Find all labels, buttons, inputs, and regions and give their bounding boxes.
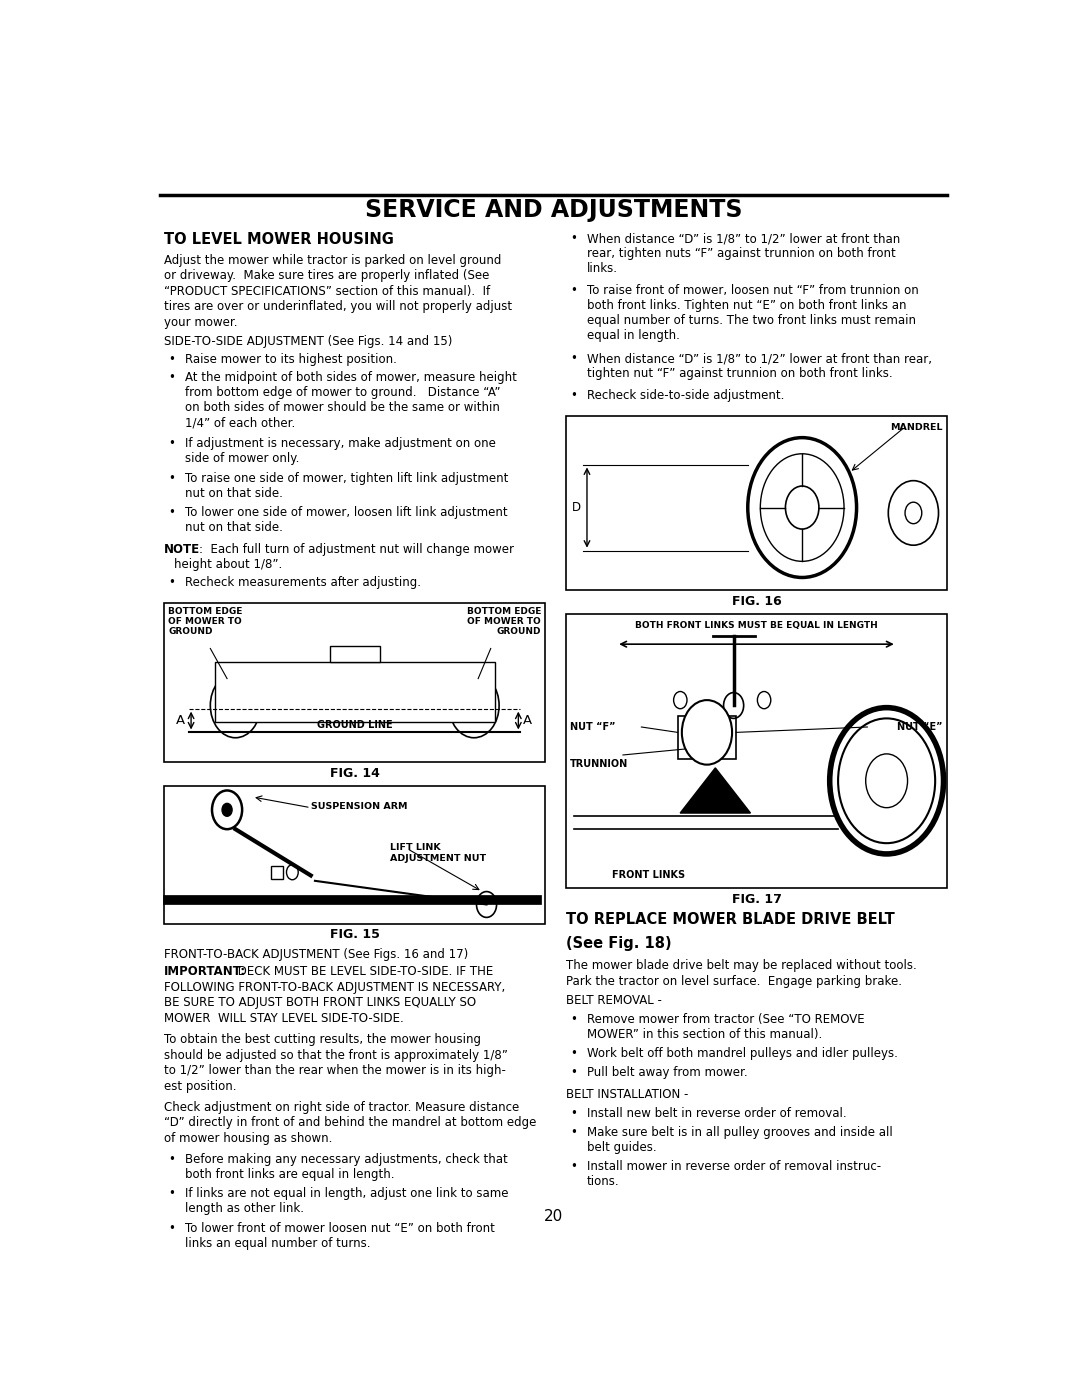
Text: At the midpoint of both sides of mower, measure height
from bottom edge of mower: At the midpoint of both sides of mower, … [186, 372, 517, 429]
Text: Before making any necessary adjustments, check that
both front links are equal i: Before making any necessary adjustments,… [186, 1153, 508, 1180]
Text: LIFT LINK
ADJUSTMENT NUT: LIFT LINK ADJUSTMENT NUT [390, 844, 486, 862]
Text: Pull belt away from mower.: Pull belt away from mower. [588, 1066, 747, 1078]
Text: height about 1/8”.: height about 1/8”. [174, 559, 283, 571]
Bar [329, 647, 380, 662]
Text: To lower one side of mower, loosen lift link adjustment
nut on that side.: To lower one side of mower, loosen lift … [186, 506, 508, 534]
Text: SIDE-TO-SIDE ADJUSTMENT (See Figs. 14 and 15): SIDE-TO-SIDE ADJUSTMENT (See Figs. 14 an… [164, 335, 453, 348]
Text: If links are not equal in length, adjust one link to same
length as other link.: If links are not equal in length, adjust… [186, 1187, 509, 1215]
Text: •: • [168, 1222, 175, 1235]
Text: Adjust the mower while tractor is parked on level ground: Adjust the mower while tractor is parked… [164, 254, 502, 267]
Text: Recheck measurements after adjusting.: Recheck measurements after adjusting. [186, 576, 421, 590]
Text: When distance “D” is 1/8” to 1/2” lower at front than
rear, tighten nuts “F” aga: When distance “D” is 1/8” to 1/2” lower … [588, 232, 901, 275]
Text: FRONT LINKS: FRONT LINKS [612, 870, 685, 880]
Text: •: • [570, 1106, 577, 1120]
Text: BOTH FRONT LINKS MUST BE EQUAL IN LENGTH: BOTH FRONT LINKS MUST BE EQUAL IN LENGTH [635, 620, 878, 630]
Text: Park the tractor on level surface.  Engage parking brake.: Park the tractor on level surface. Engag… [566, 975, 902, 988]
Text: •: • [168, 1153, 175, 1166]
Text: BOTTOM EDGE
OF MOWER TO
GROUND: BOTTOM EDGE OF MOWER TO GROUND [467, 606, 541, 636]
Text: Make sure belt is in all pulley grooves and inside all
belt guides.: Make sure belt is in all pulley grooves … [588, 1126, 893, 1154]
Text: To obtain the best cutting results, the mower housing: To obtain the best cutting results, the … [164, 1032, 482, 1046]
Text: The mower blade drive belt may be replaced without tools.: The mower blade drive belt may be replac… [566, 960, 917, 972]
Text: SUSPENSION ARM: SUSPENSION ARM [311, 802, 407, 812]
Bar [566, 615, 947, 888]
Text: should be adjusted so that the front is approximately 1/8”: should be adjusted so that the front is … [164, 1049, 509, 1062]
Text: •: • [570, 352, 577, 365]
Text: to 1/2” lower than the rear when the mower is in its high-: to 1/2” lower than the rear when the mow… [164, 1065, 507, 1077]
Text: NUT “E”: NUT “E” [897, 722, 943, 732]
Text: FIG. 16: FIG. 16 [731, 595, 781, 608]
Text: Install new belt in reverse order of removal.: Install new belt in reverse order of rem… [588, 1106, 847, 1120]
Text: or driveway.  Make sure tires are properly inflated (See: or driveway. Make sure tires are properl… [164, 270, 489, 282]
Text: Remove mower from tractor (See “TO REMOVE
MOWER” in this section of this manual): Remove mower from tractor (See “TO REMOV… [588, 1013, 865, 1041]
Text: IMPORTANT:: IMPORTANT: [164, 965, 246, 978]
Text: MANDREL: MANDREL [890, 422, 943, 432]
Text: FIG. 17: FIG. 17 [731, 893, 782, 905]
Text: your mower.: your mower. [164, 316, 238, 330]
Text: To raise front of mower, loosen nut “F” from trunnion on
both front links. Tight: To raise front of mower, loosen nut “F” … [588, 285, 919, 342]
Text: Check adjustment on right side of tractor. Measure distance: Check adjustment on right side of tracto… [164, 1101, 519, 1113]
Bar [215, 662, 495, 722]
Text: NUT “F”: NUT “F” [570, 722, 616, 732]
Text: •: • [570, 1013, 577, 1025]
Text: •: • [168, 576, 175, 590]
Text: BELT REMOVAL -: BELT REMOVAL - [566, 993, 662, 1007]
Bar [164, 604, 545, 763]
Text: •: • [168, 352, 175, 366]
Text: To lower front of mower loosen nut “E” on both front
links an equal number of tu: To lower front of mower loosen nut “E” o… [186, 1222, 495, 1250]
Text: est position.: est position. [164, 1080, 237, 1092]
Text: NOTE: NOTE [164, 542, 201, 556]
Text: :  Each full turn of adjustment nut will change mower: : Each full turn of adjustment nut will … [200, 542, 514, 556]
Text: MOWER  WILL STAY LEVEL SIDE-TO-SIDE.: MOWER WILL STAY LEVEL SIDE-TO-SIDE. [164, 1011, 404, 1025]
Text: BE SURE TO ADJUST BOTH FRONT LINKS EQUALLY SO: BE SURE TO ADJUST BOTH FRONT LINKS EQUAL… [164, 996, 476, 1010]
Text: Raise mower to its highest position.: Raise mower to its highest position. [186, 352, 397, 366]
Text: •: • [168, 506, 175, 518]
Text: (See Fig. 18): (See Fig. 18) [566, 936, 672, 951]
Text: Recheck side-to-side adjustment.: Recheck side-to-side adjustment. [588, 388, 784, 402]
Text: GROUND LINE: GROUND LINE [316, 721, 392, 731]
Text: BOTTOM EDGE
OF MOWER TO
GROUND: BOTTOM EDGE OF MOWER TO GROUND [168, 606, 243, 636]
Text: •: • [570, 1160, 577, 1173]
Text: When distance “D” is 1/8” to 1/2” lower at front than rear,
tighten nut “F” agai: When distance “D” is 1/8” to 1/2” lower … [588, 352, 932, 380]
Text: •: • [168, 372, 175, 384]
Text: •: • [168, 1187, 175, 1200]
Text: “D” directly in front of and behind the mandrel at bottom edge: “D” directly in front of and behind the … [164, 1116, 537, 1129]
Text: FRONT-TO-BACK ADJUSTMENT (See Figs. 16 and 17): FRONT-TO-BACK ADJUSTMENT (See Figs. 16 a… [164, 947, 469, 961]
Ellipse shape [681, 700, 732, 764]
Polygon shape [680, 768, 751, 813]
Text: Install mower in reverse order of removal instruc-
tions.: Install mower in reverse order of remova… [588, 1160, 881, 1187]
Text: TO LEVEL MOWER HOUSING: TO LEVEL MOWER HOUSING [164, 232, 394, 247]
Text: DECK MUST BE LEVEL SIDE-TO-SIDE. IF THE: DECK MUST BE LEVEL SIDE-TO-SIDE. IF THE [233, 965, 492, 978]
Text: FIG. 15: FIG. 15 [329, 928, 380, 942]
Text: TO REPLACE MOWER BLADE DRIVE BELT: TO REPLACE MOWER BLADE DRIVE BELT [566, 912, 895, 928]
Text: •: • [570, 388, 577, 402]
Bar [164, 787, 545, 923]
Text: •: • [570, 232, 577, 246]
Text: FOLLOWING FRONT-TO-BACK ADJUSTMENT IS NECESSARY,: FOLLOWING FRONT-TO-BACK ADJUSTMENT IS NE… [164, 981, 505, 993]
Text: •: • [168, 437, 175, 450]
Text: •: • [168, 472, 175, 485]
Text: A: A [523, 714, 531, 726]
Bar [566, 416, 947, 591]
Text: BELT INSTALLATION -: BELT INSTALLATION - [566, 1088, 688, 1101]
Text: •: • [570, 1066, 577, 1078]
Text: of mower housing as shown.: of mower housing as shown. [164, 1132, 333, 1146]
Text: Work belt off both mandrel pulleys and idler pulleys.: Work belt off both mandrel pulleys and i… [588, 1046, 897, 1060]
Text: •: • [570, 1126, 577, 1139]
Text: •: • [570, 285, 577, 298]
Text: TRUNNION: TRUNNION [570, 760, 629, 770]
Text: SERVICE AND ADJUSTMENTS: SERVICE AND ADJUSTMENTS [365, 198, 742, 222]
Text: •: • [570, 1046, 577, 1060]
Text: A: A [176, 714, 185, 726]
Circle shape [222, 803, 232, 816]
Text: FIG. 14: FIG. 14 [329, 767, 380, 780]
Text: tires are over or underinflated, you will not properly adjust: tires are over or underinflated, you wil… [164, 300, 512, 313]
Text: To raise one side of mower, tighten lift link adjustment
nut on that side.: To raise one side of mower, tighten lift… [186, 472, 509, 500]
Bar [271, 866, 283, 879]
Text: If adjustment is necessary, make adjustment on one
side of mower only.: If adjustment is necessary, make adjustm… [186, 437, 496, 465]
Text: D: D [572, 502, 581, 514]
Text: 20: 20 [544, 1208, 563, 1224]
Bar [677, 717, 737, 760]
Text: “PRODUCT SPECIFICATIONS” section of this manual).  If: “PRODUCT SPECIFICATIONS” section of this… [164, 285, 490, 298]
